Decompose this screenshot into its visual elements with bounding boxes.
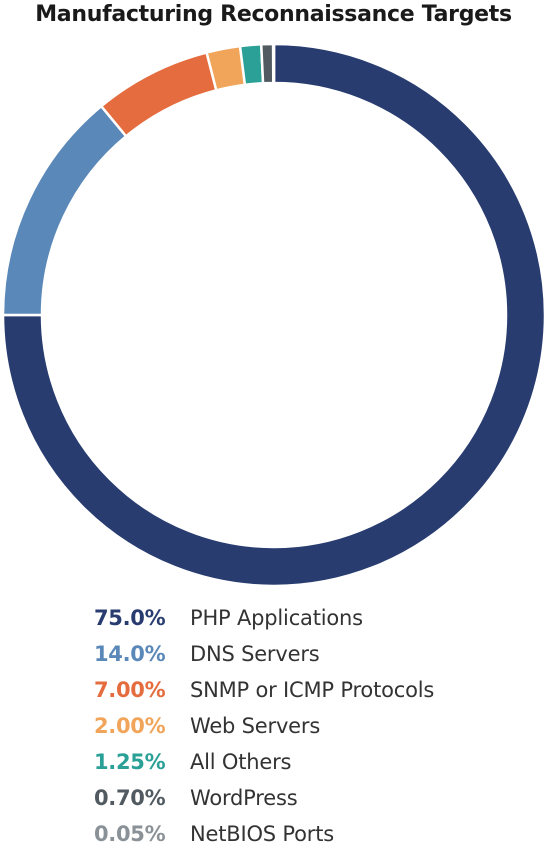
donut-slice-wordpress [259, 42, 275, 85]
legend-label: DNS Servers [190, 642, 320, 666]
chart-title: Manufacturing Reconnaissance Targets [35, 2, 512, 27]
legend-item: 1.25% All Others [94, 744, 534, 780]
legend-value: 75.0% [94, 606, 166, 630]
legend-value: 14.0% [94, 642, 166, 666]
donut-slice-snmp-or-icmp-protocols [99, 50, 218, 138]
legend-value: 2.00% [94, 714, 166, 738]
legend-label: SNMP or ICMP Protocols [190, 678, 435, 702]
legend-value: 1.25% [94, 750, 166, 774]
legend-label: WordPress [190, 786, 298, 810]
legend-item: 0.70% WordPress [94, 780, 534, 816]
donut-slice-all-others [238, 42, 265, 87]
legend-value: 7.00% [94, 678, 166, 702]
donut-slice-dns-servers [1, 104, 128, 317]
donut-slices [1, 42, 547, 588]
legend-item: 0.05% NetBIOS Ports [94, 816, 534, 852]
legend-item: 14.0% DNS Servers [94, 636, 534, 672]
donut-slice-php-applications [1, 42, 547, 588]
donut-chart [1, 42, 547, 588]
legend-label: All Others [190, 750, 292, 774]
legend-value: 0.05% [94, 822, 166, 846]
legend-value: 0.70% [94, 786, 166, 810]
legend-label: Web Servers [190, 714, 321, 738]
donut-slice-netbios-ports [271, 42, 276, 85]
chart-legend: 75.0% PHP Applications 14.0% DNS Servers 7.0… [94, 600, 534, 852]
legend-label: NetBIOS Ports [190, 822, 334, 846]
legend-item: 7.00% SNMP or ICMP Protocols [94, 672, 534, 708]
legend-item: 2.00% Web Servers [94, 708, 534, 744]
legend-item: 75.0% PHP Applications [94, 600, 534, 636]
legend-label: PHP Applications [190, 606, 363, 630]
